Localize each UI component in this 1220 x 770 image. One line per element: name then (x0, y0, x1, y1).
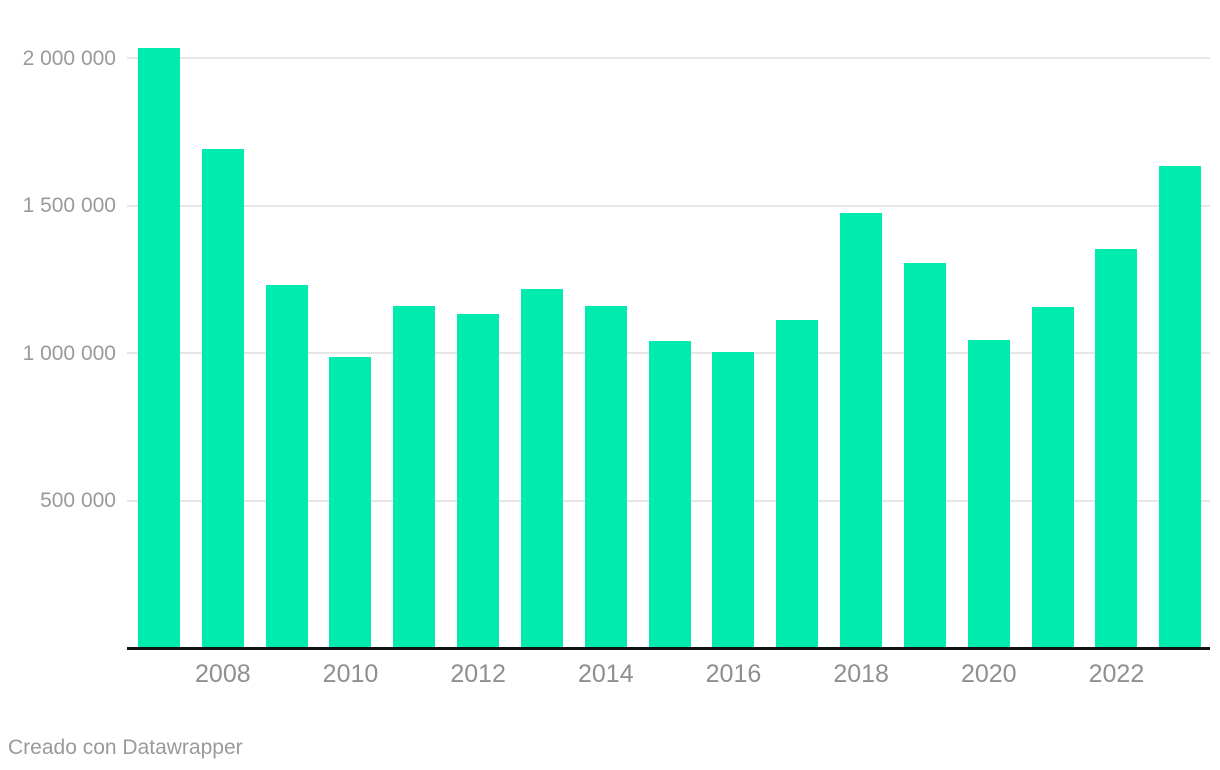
x-tick-label: 2012 (450, 660, 506, 688)
bar-2010 (329, 356, 372, 648)
bar-2022 (1095, 249, 1138, 648)
x-tick-label: 2020 (960, 660, 1017, 688)
x-tick-label: 2008 (195, 660, 251, 688)
y-tick-label: 1 000 000 (22, 341, 116, 365)
bar-2020 (967, 339, 1010, 648)
x-tick-label: 2016 (705, 660, 762, 688)
datawrapper-attribution-link[interactable]: Creado con Datawrapper (8, 736, 243, 759)
y-tick-label: 500 000 (40, 489, 116, 513)
bar-2014 (584, 306, 627, 648)
bar-2012 (457, 313, 500, 648)
x-tick-label: 2018 (833, 660, 889, 688)
y-tick-label: 1 500 000 (22, 194, 116, 218)
bar-2018 (840, 212, 883, 648)
bar-2023 (1159, 166, 1202, 648)
bar-2015 (648, 340, 691, 648)
y-gridline (127, 204, 1210, 207)
x-tick-label: 2014 (577, 660, 634, 688)
y-tick-label: 2 000 000 (22, 46, 116, 70)
bar-2009 (265, 284, 308, 648)
x-axis-baseline (127, 647, 1210, 650)
bar-2021 (1031, 306, 1074, 648)
x-tick-label: 2010 (322, 660, 379, 688)
bar-2011 (393, 306, 436, 648)
bar-2013 (520, 289, 563, 648)
x-tick-label: 2022 (1088, 660, 1145, 688)
bar-2008 (201, 148, 244, 648)
bar-2016 (712, 352, 755, 648)
bar-2017 (776, 319, 819, 648)
bar-2007 (138, 48, 180, 648)
y-gridline (127, 57, 1210, 60)
bar-2019 (903, 262, 946, 648)
